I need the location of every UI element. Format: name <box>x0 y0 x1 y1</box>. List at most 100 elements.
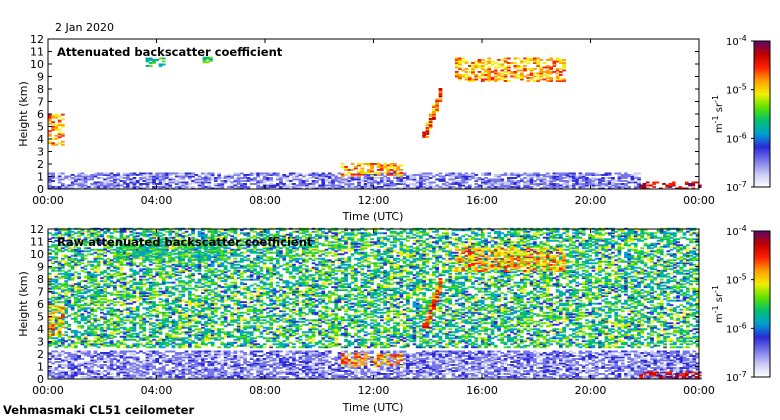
heatmap-cell <box>639 187 643 190</box>
heatmap-cell <box>360 187 365 190</box>
heatmap-cell <box>174 239 179 242</box>
heatmap-cell <box>559 74 563 76</box>
heatmap-cell <box>67 337 72 340</box>
heatmap-cell <box>207 178 212 181</box>
heatmap-cell <box>204 272 208 275</box>
heatmap-cell <box>415 184 420 187</box>
heatmap-cell <box>184 326 189 329</box>
heatmap-cell <box>402 172 407 175</box>
heatmap-cell <box>178 274 182 277</box>
heatmap-cell <box>96 265 101 268</box>
x-tick-label: 12:00 <box>358 194 390 207</box>
heatmap-cell <box>236 245 241 248</box>
heatmap-cell <box>83 275 88 278</box>
heatmap-cell <box>611 183 615 185</box>
heatmap-cell <box>220 290 225 293</box>
heatmap-cell <box>57 247 62 250</box>
heatmap-cell <box>106 184 111 187</box>
heatmap-cell <box>80 299 85 302</box>
heatmap-cell <box>607 186 612 188</box>
heatmap-cell <box>194 328 199 331</box>
heatmap-cell <box>188 316 192 319</box>
heatmap-cell <box>376 163 381 165</box>
heatmap-cell <box>327 184 332 187</box>
heatmap-cell <box>236 299 241 302</box>
heatmap-cell <box>54 284 59 287</box>
heatmap-cell <box>201 251 205 254</box>
heatmap-cell <box>389 181 394 184</box>
heatmap-cell <box>493 187 498 190</box>
heatmap-cell <box>171 178 176 181</box>
heatmap-cell <box>93 340 98 343</box>
heatmap-cell <box>155 265 160 268</box>
heatmap-cell <box>126 319 130 322</box>
heatmap-cell <box>132 316 137 319</box>
heatmap-cell <box>103 247 107 250</box>
heatmap-cell <box>204 250 208 253</box>
heatmap-cell <box>533 75 537 78</box>
heatmap-cell <box>223 175 228 178</box>
heatmap-cell <box>106 242 111 245</box>
heatmap-cell <box>51 337 55 340</box>
heatmap-cell <box>54 340 59 343</box>
heatmap-cell <box>155 326 160 329</box>
heatmap-cell <box>171 302 176 305</box>
heatmap-cell <box>96 307 101 310</box>
heatmap-cell <box>578 183 583 185</box>
heatmap-cell <box>158 277 163 280</box>
heatmap-cell <box>132 186 137 188</box>
heatmap-cell <box>51 143 55 146</box>
heatmap-cell <box>106 283 111 286</box>
heatmap-cell <box>145 302 150 305</box>
heatmap-cell <box>119 304 124 307</box>
heatmap-cell <box>474 186 479 188</box>
heatmap-cell <box>54 286 59 289</box>
heatmap-cell <box>630 174 635 176</box>
heatmap-cell <box>266 232 270 235</box>
heatmap-cell <box>344 166 348 168</box>
heatmap-cell <box>184 174 189 176</box>
heatmap-cell <box>474 78 479 81</box>
heatmap-cell <box>279 183 283 185</box>
heatmap-cell <box>178 305 182 308</box>
heatmap-cell <box>116 260 121 263</box>
heatmap-cell <box>555 59 560 61</box>
heatmap-cell <box>171 329 176 332</box>
heatmap-cell <box>83 239 88 242</box>
heatmap-cell <box>100 172 104 175</box>
heatmap-cell <box>256 346 260 349</box>
heatmap-cell <box>311 180 316 182</box>
heatmap-cell <box>119 296 124 299</box>
heatmap-cell <box>161 317 166 320</box>
heatmap-cell <box>148 334 153 337</box>
heatmap-cell <box>178 177 182 179</box>
heatmap-cell <box>464 178 469 181</box>
heatmap-cell <box>132 335 137 338</box>
heatmap-cell <box>204 296 208 299</box>
heatmap-cell <box>161 304 166 307</box>
heatmap-cell <box>575 175 579 178</box>
heatmap-cell <box>64 334 68 337</box>
heatmap-cell <box>77 262 81 265</box>
heatmap-cell <box>305 174 309 176</box>
heatmap-cell <box>54 247 59 250</box>
heatmap-cell <box>425 187 430 190</box>
heatmap-cell <box>126 346 130 349</box>
heatmap-cell <box>119 175 124 178</box>
heatmap-cell <box>516 183 521 185</box>
heatmap-cell <box>487 75 492 78</box>
heatmap-cell <box>132 343 137 346</box>
heatmap-cell <box>533 181 537 184</box>
heatmap-cell <box>122 259 127 262</box>
heatmap-cell <box>48 180 52 182</box>
heatmap-cell <box>639 184 643 187</box>
heatmap-cell <box>188 280 192 283</box>
heatmap-cell <box>197 262 202 265</box>
heatmap-cell <box>214 257 218 260</box>
heatmap-cell <box>51 187 55 190</box>
heatmap-cell <box>142 328 147 331</box>
heatmap-cell <box>464 187 469 190</box>
heatmap-cell <box>487 60 492 63</box>
heatmap-cell <box>132 281 137 284</box>
heatmap-cell <box>165 298 169 301</box>
